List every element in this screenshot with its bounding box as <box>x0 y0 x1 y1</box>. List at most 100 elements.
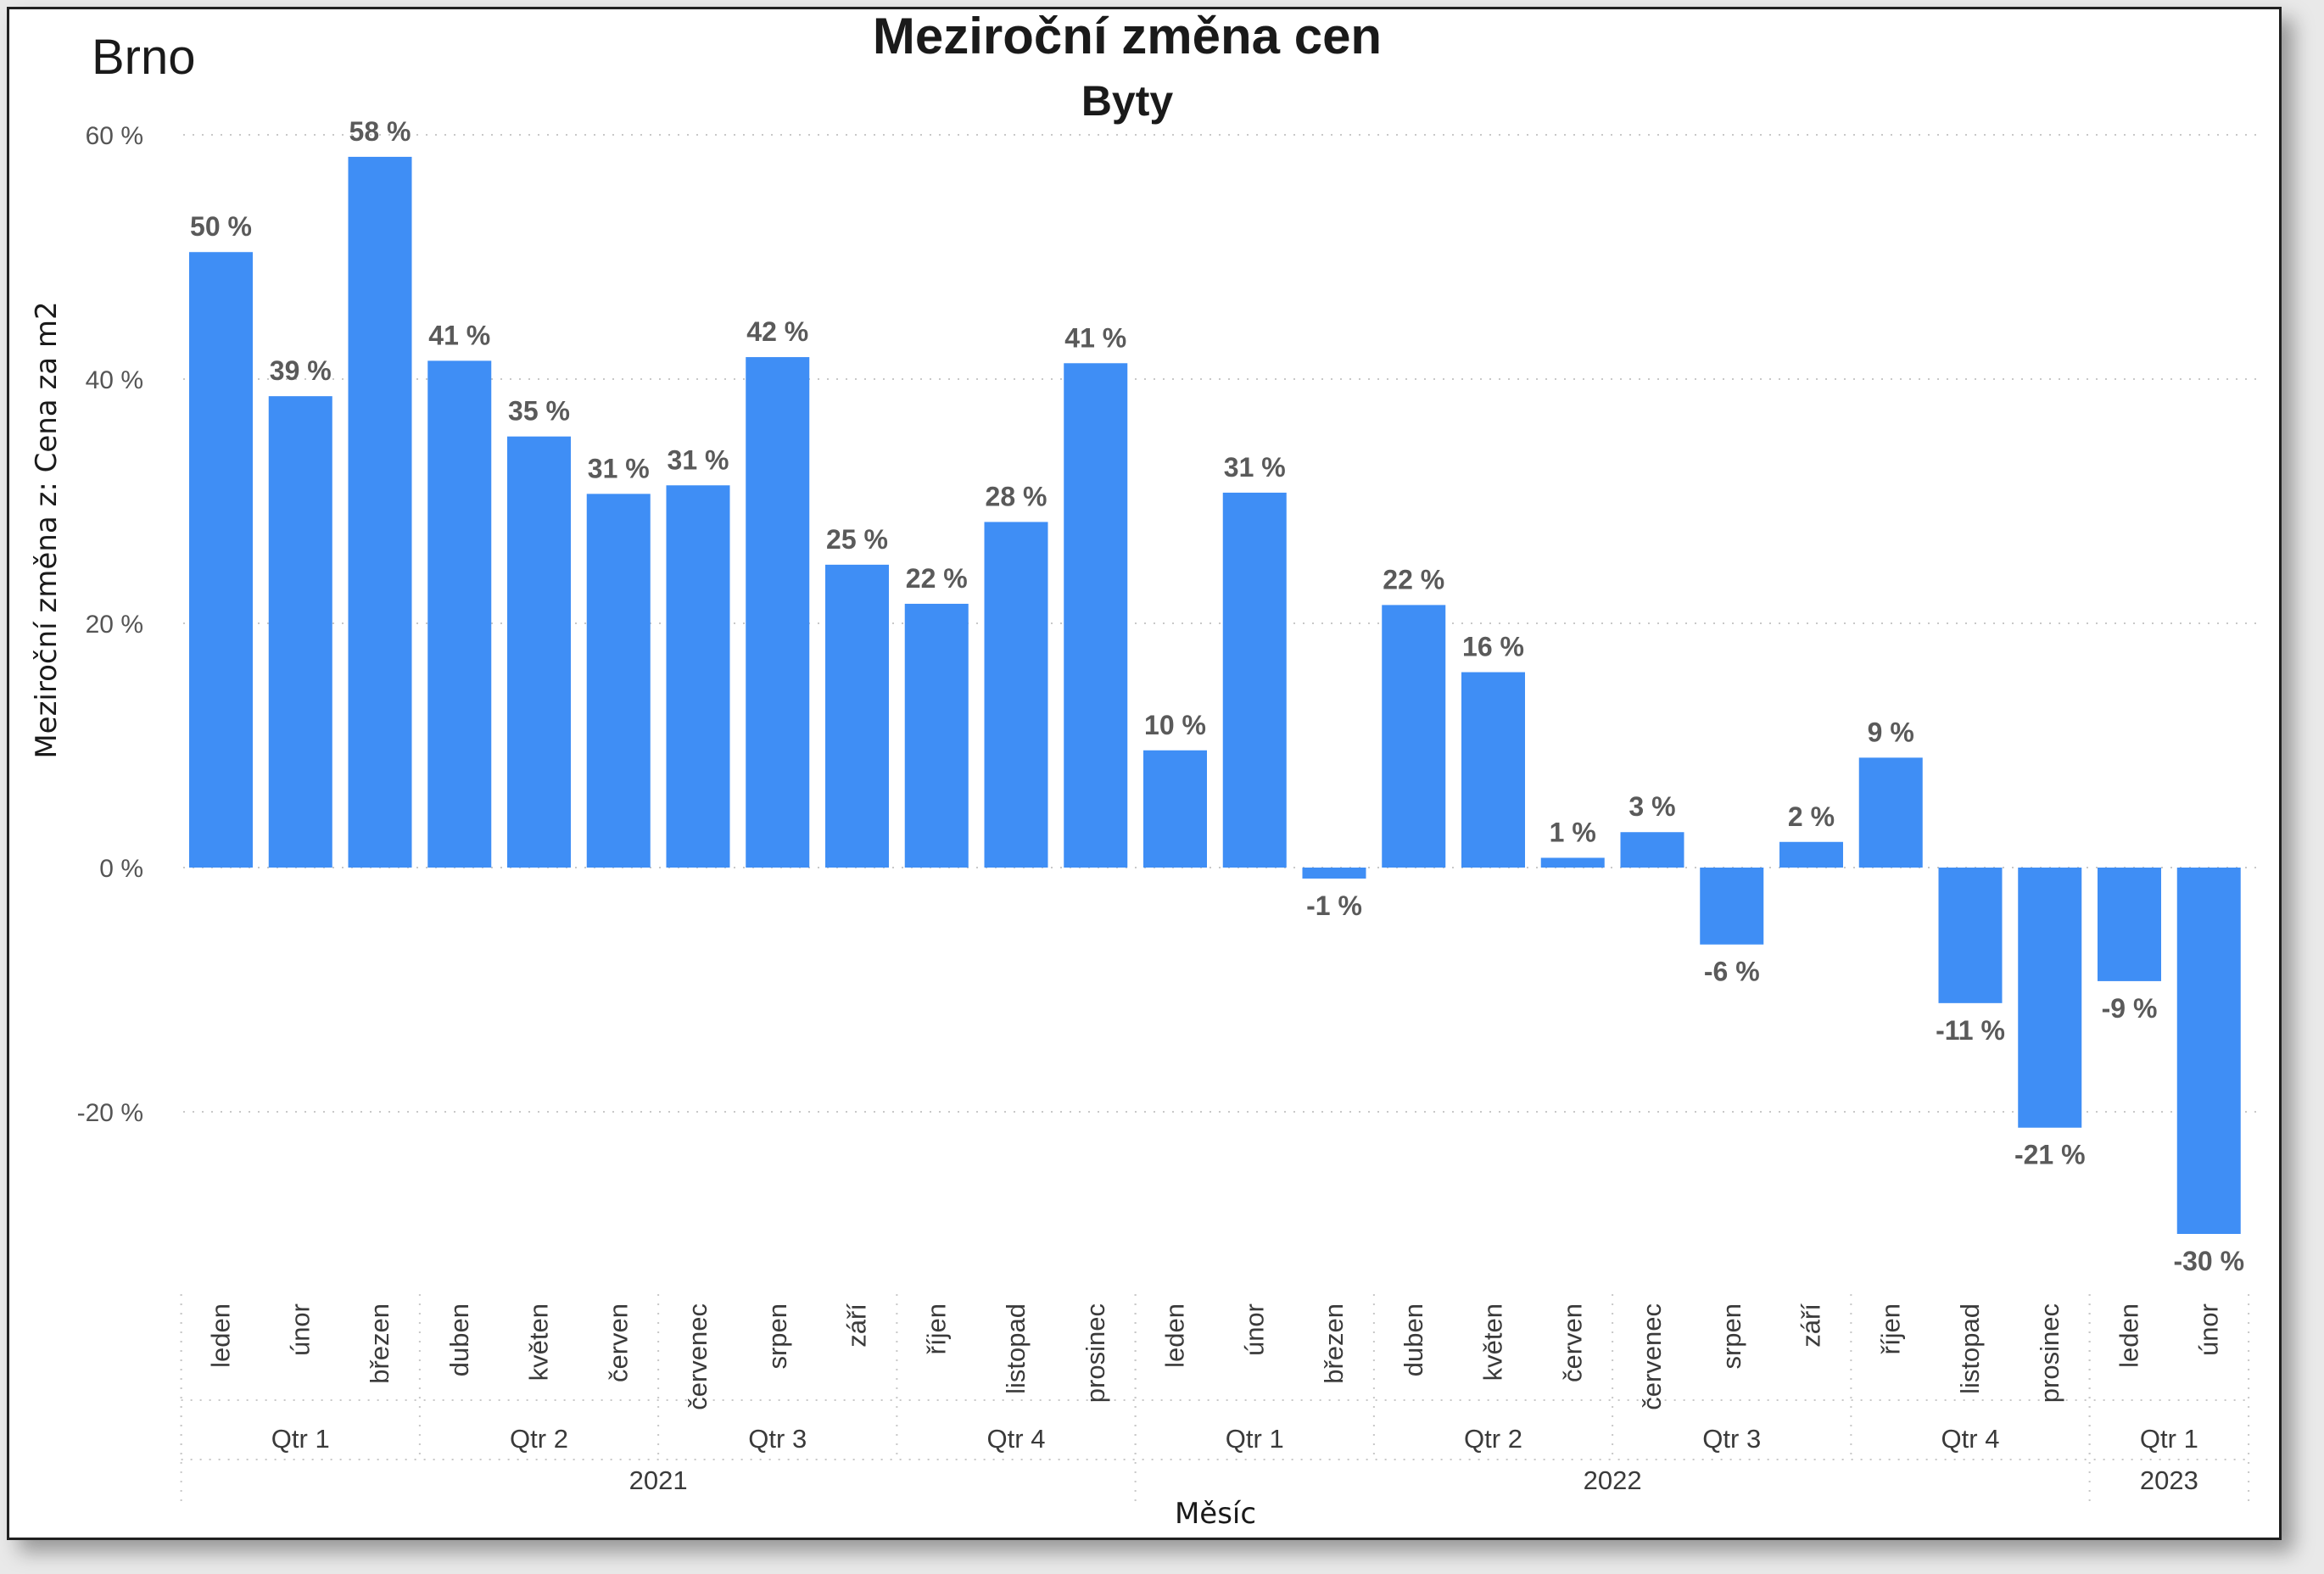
bar <box>1700 868 1764 945</box>
x-tick-label: duben <box>444 1303 474 1376</box>
y-tick-label: -20 % <box>77 1099 143 1127</box>
bar <box>2018 868 2082 1128</box>
x-tick-label: leden <box>1160 1303 1190 1368</box>
bar-chart: Brno Meziroční změna cen Byty 60 % 40 % 20… <box>30 9 2257 1531</box>
data-label: 10 % <box>1144 710 1206 740</box>
quarter-label: Qtr 3 <box>748 1424 807 1454</box>
x-tick-label: prosinec <box>1081 1303 1110 1403</box>
x-tick-label: květen <box>524 1303 554 1381</box>
data-label: 3 % <box>1628 791 1675 822</box>
quarter-label: Qtr 1 <box>1226 1424 1284 1454</box>
x-axis-hierarchy: leden únor březen duben květen červen červenec… <box>180 1294 2250 1504</box>
data-label: -11 % <box>1936 1015 2005 1046</box>
bar <box>1779 841 1843 868</box>
data-label: -30 % <box>2173 1246 2244 1276</box>
data-label: 16 % <box>1462 632 1524 662</box>
bar <box>666 485 730 868</box>
bar <box>1302 868 1366 879</box>
data-label: 31 % <box>668 444 729 475</box>
x-tick-label: červenec <box>683 1303 712 1410</box>
quarter-label: Qtr 4 <box>987 1424 1046 1454</box>
bar <box>507 436 571 868</box>
y-tick-label: 40 % <box>86 366 143 394</box>
bar <box>1540 857 1605 868</box>
data-label: 35 % <box>508 396 570 427</box>
bar <box>1938 868 2003 1003</box>
bar <box>1382 605 1446 868</box>
bar <box>1064 363 1128 868</box>
data-label: -21 % <box>2014 1140 2086 1170</box>
x-tick-label: květen <box>1478 1303 1508 1381</box>
x-tick-label: listopad <box>1001 1303 1031 1394</box>
bars <box>189 156 2241 1234</box>
data-label: 1 % <box>1550 817 1596 847</box>
data-label: 58 % <box>349 116 411 147</box>
x-axis-label: Měsíc <box>1175 1497 1256 1531</box>
chart-subtitle: Byty <box>1081 77 1174 125</box>
x-tick-label: listopad <box>1955 1303 1985 1394</box>
corner-label: Brno <box>92 30 196 85</box>
quarter-label: Qtr 1 <box>2140 1424 2198 1454</box>
data-label: -1 % <box>1306 890 1362 921</box>
data-label: 41 % <box>1064 322 1126 353</box>
data-label: -6 % <box>1704 957 1760 987</box>
bar <box>1143 750 1207 868</box>
x-tick-label: březen <box>1319 1303 1349 1384</box>
data-label: 42 % <box>746 316 808 347</box>
x-tick-label: červenec <box>1637 1303 1667 1410</box>
quarter-label: Qtr 4 <box>1941 1424 2000 1454</box>
bar <box>904 603 969 868</box>
bar <box>348 156 412 868</box>
data-label: 28 % <box>986 481 1047 511</box>
chart-title: Meziroční změna cen <box>873 9 1382 64</box>
x-tick-label: leden <box>206 1303 236 1368</box>
bar <box>984 522 1048 868</box>
x-tick-label: srpen <box>763 1303 792 1370</box>
x-tick-label: únor <box>2193 1303 2223 1356</box>
data-label: 2 % <box>1788 801 1835 832</box>
year-label: 2021 <box>629 1465 688 1495</box>
data-label: 22 % <box>1383 564 1444 594</box>
data-label: -9 % <box>2102 993 2158 1024</box>
x-tick-label: únor <box>1239 1303 1269 1356</box>
data-label: 25 % <box>826 524 888 555</box>
data-labels: 50 % 39 % 58 % 41 % 35 % 31 % 31 % 42 % 25 % 22 %… <box>190 116 2244 1276</box>
bar <box>268 396 332 868</box>
bar <box>189 252 253 868</box>
data-label: 50 % <box>190 211 252 242</box>
data-label: 22 % <box>906 563 968 594</box>
x-tick-label: prosinec <box>2035 1303 2064 1403</box>
bar <box>2176 868 2241 1234</box>
data-label: 39 % <box>270 355 332 386</box>
bar <box>2098 868 2161 981</box>
year-label: 2023 <box>2140 1465 2198 1495</box>
x-tick-label: září <box>1796 1303 1826 1348</box>
quarter-label: Qtr 3 <box>1702 1424 1761 1454</box>
quarter-label: Qtr 2 <box>510 1424 568 1454</box>
bar <box>825 564 889 868</box>
bar <box>1461 672 1525 868</box>
quarter-label: Qtr 2 <box>1464 1424 1522 1454</box>
quarter-label: Qtr 1 <box>271 1424 330 1454</box>
x-tick-label: říjen <box>1875 1303 1905 1354</box>
x-tick-label: březen <box>365 1303 394 1384</box>
x-tick-label: červen <box>1557 1303 1587 1382</box>
bar <box>586 494 651 868</box>
x-tick-label: duben <box>1399 1303 1428 1376</box>
year-label: 2022 <box>1584 1465 1642 1495</box>
x-tick-label: leden <box>2115 1303 2144 1368</box>
bar <box>427 360 492 868</box>
x-tick-label: září <box>842 1303 872 1348</box>
chart-card: Brno Meziroční změna cen Byty 60 % 40 % 20… <box>7 7 2282 1540</box>
y-tick-label: 0 % <box>99 855 143 883</box>
data-label: 31 % <box>588 453 650 483</box>
bar <box>1858 757 1923 868</box>
x-tick-label: únor <box>285 1303 315 1356</box>
data-label: 9 % <box>1868 717 1914 747</box>
data-label: 31 % <box>1224 452 1286 483</box>
y-tick-label: 60 % <box>86 122 143 150</box>
bar <box>746 357 810 868</box>
x-tick-label: srpen <box>1717 1303 1746 1370</box>
bar <box>1620 832 1684 868</box>
bar <box>1222 492 1287 868</box>
